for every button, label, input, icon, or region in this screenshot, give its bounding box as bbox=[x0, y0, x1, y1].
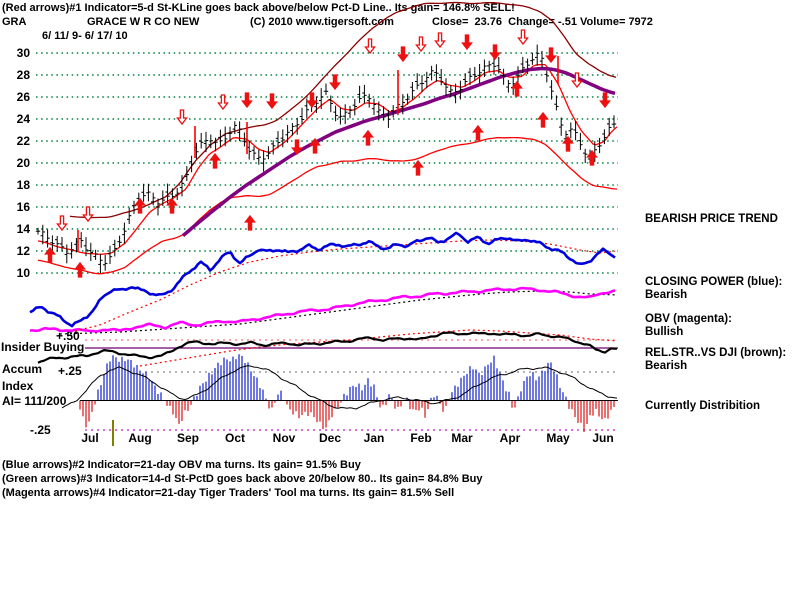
price-tick-label: 14 bbox=[16, 222, 30, 236]
footer-line-blue: (Blue arrows)#2 Indicator=21-day OBV ma … bbox=[2, 459, 361, 471]
month-label: Dec bbox=[318, 431, 342, 445]
price-tick-label: 28 bbox=[16, 68, 30, 82]
plus25-label: +.25 bbox=[58, 364, 82, 378]
month-label: Jul bbox=[81, 431, 99, 445]
month-label: Jan bbox=[363, 431, 385, 445]
ticker-symbol: GRA bbox=[2, 16, 27, 28]
obv-label: OBV (magenta): bbox=[645, 313, 732, 325]
month-label: Oct bbox=[224, 431, 246, 445]
footer-line-magenta: (Magenta arrows)#4 Indicator=21-day Tige… bbox=[2, 487, 455, 499]
plus50-label: +.50 bbox=[56, 329, 80, 343]
price-tick-label: 22 bbox=[16, 134, 30, 148]
change-value: -.51 bbox=[558, 16, 577, 28]
price-tick-label: 18 bbox=[16, 178, 30, 192]
relstr-state: Bearish bbox=[645, 360, 688, 372]
price-tick-label: 10 bbox=[16, 266, 30, 280]
price-tick-label: 16 bbox=[16, 200, 30, 214]
change-label: Change= bbox=[508, 16, 555, 28]
month-label: Feb bbox=[410, 431, 432, 445]
month-label: Apr bbox=[499, 431, 521, 445]
ai-ratio-label: AI= 111/200 bbox=[2, 394, 67, 408]
date-range: 6/ 11/ 9- 6/ 17/ 10 bbox=[42, 30, 128, 42]
footer-line-green: (Green arrows)#3 Indicator=14-d St-PctD … bbox=[2, 473, 483, 485]
price-tick-label: 30 bbox=[16, 46, 30, 60]
quote-line: Close= 23.76 Change= -.51 Volume= 7972 bbox=[432, 16, 653, 28]
close-value: 23.76 bbox=[474, 16, 503, 28]
volume-label: Volume= bbox=[580, 16, 626, 28]
copyright-label: (C) 2010 www.tigersoft.com bbox=[250, 16, 394, 28]
price-trend-label: BEARISH PRICE TREND bbox=[645, 213, 778, 225]
month-label: May bbox=[546, 431, 570, 445]
month-label: Mar bbox=[451, 431, 473, 445]
index-label: Index bbox=[2, 379, 34, 393]
company-name: GRACE W R CO NEW bbox=[87, 16, 200, 28]
price-tick-label: 20 bbox=[16, 156, 30, 170]
volume-value: 7972 bbox=[628, 16, 653, 28]
insider-buying-label: Insider Buying bbox=[1, 340, 85, 354]
closing-power-label: CLOSING POWER (blue): bbox=[645, 276, 783, 288]
obv-state: Bullish bbox=[645, 326, 684, 338]
relstr-label: REL.STR..VS DJI (brown): bbox=[645, 347, 787, 359]
current-mode-label: Currently Distribition bbox=[645, 400, 761, 412]
month-label: Sep bbox=[176, 431, 200, 445]
month-label: Jun bbox=[592, 431, 614, 445]
price-tick-label: 26 bbox=[16, 90, 30, 104]
closing-power-state: Bearish bbox=[645, 289, 688, 301]
minus25-label: -.25 bbox=[30, 423, 51, 437]
month-label: Nov bbox=[272, 431, 296, 445]
month-label: Aug bbox=[128, 431, 152, 445]
price-tick-label: 12 bbox=[16, 244, 30, 258]
close-label: Close= bbox=[432, 16, 469, 28]
price-tick-label: 24 bbox=[16, 112, 30, 126]
accum-label: Accum bbox=[2, 362, 43, 376]
signal-summary-line: (Red arrows)#1 Indicator=5-d St-KLine go… bbox=[2, 2, 515, 14]
